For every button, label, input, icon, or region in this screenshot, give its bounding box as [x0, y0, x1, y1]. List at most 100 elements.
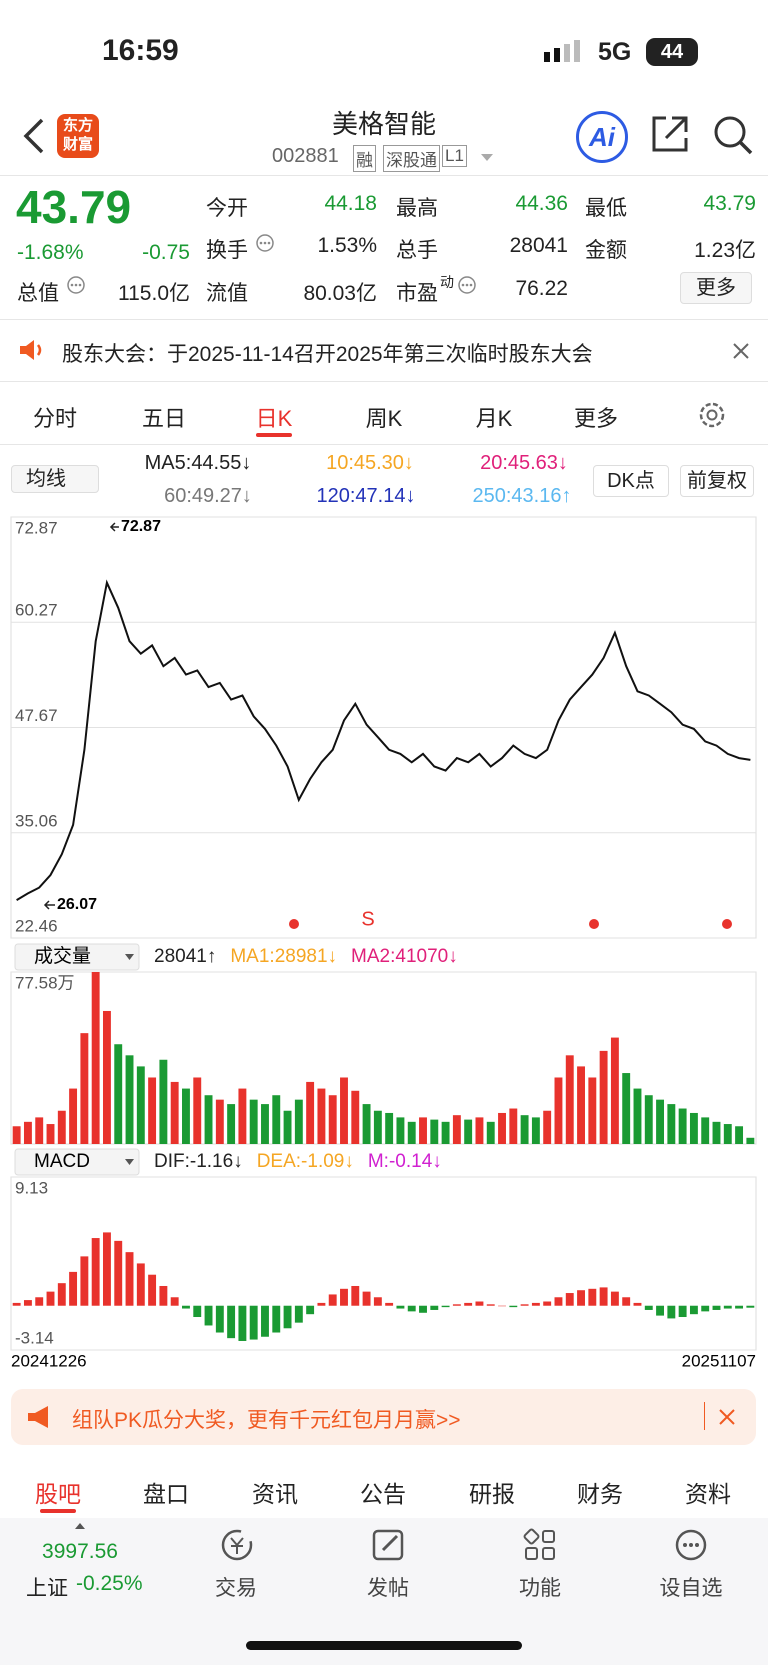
divider	[0, 175, 768, 176]
bar	[125, 1055, 134, 1144]
index-change[interactable]: -0.25%	[76, 1572, 143, 1595]
indicator-selector[interactable]	[14, 1148, 140, 1176]
dk-button[interactable]: DK点	[593, 465, 669, 497]
logo-line: 东方	[62, 117, 93, 134]
bar	[622, 1297, 631, 1306]
bar	[125, 1252, 134, 1306]
banner-text[interactable]: 组队PK瓜分大奖，更有千元红包月月赢>>	[72, 1409, 461, 1432]
bar	[373, 1110, 382, 1144]
bar	[57, 1283, 66, 1306]
bar	[656, 1305, 665, 1316]
dropdown-arrow	[481, 154, 493, 161]
bar	[644, 1305, 653, 1310]
content-tab[interactable]: 公告	[360, 1481, 406, 1507]
promo-banner[interactable]	[11, 1389, 756, 1445]
bar	[531, 1302, 540, 1306]
y-tick-label: 9.13	[15, 1178, 48, 1197]
ai-button[interactable]: Ai	[576, 111, 628, 163]
bar	[543, 1301, 552, 1306]
nav-item[interactable]: 设自选	[659, 1577, 723, 1600]
bar	[396, 1117, 405, 1144]
bar	[114, 1044, 123, 1144]
bar	[396, 1305, 405, 1309]
content-tab[interactable]: 资料	[685, 1481, 731, 1507]
bar	[520, 1304, 529, 1306]
adjust-button[interactable]: 前复权	[680, 465, 754, 497]
share-button[interactable]	[650, 114, 690, 154]
bar	[193, 1305, 202, 1318]
banner-separator	[704, 1402, 705, 1430]
bar	[23, 1300, 32, 1306]
close-button[interactable]	[732, 342, 750, 360]
content-tab[interactable]: 盘口	[143, 1481, 189, 1507]
bar	[328, 1294, 337, 1306]
content-tab[interactable]: 研报	[469, 1481, 515, 1507]
speaker-icon	[20, 340, 42, 360]
field-label: 今开	[206, 197, 248, 220]
bar	[712, 1305, 721, 1310]
period-tab[interactable]: 月K	[475, 406, 513, 431]
bar	[362, 1291, 371, 1306]
period-tab[interactable]: 周K	[365, 406, 403, 431]
content-tab[interactable]: 资讯	[252, 1481, 298, 1507]
bar	[565, 1293, 574, 1306]
bar	[317, 1302, 326, 1306]
banner-close[interactable]	[718, 1408, 736, 1426]
settings-button[interactable]	[697, 400, 727, 430]
info-icon[interactable]	[457, 275, 477, 295]
indicator-selector[interactable]: 均线	[11, 465, 99, 493]
bar	[622, 1073, 631, 1144]
indicator-selector[interactable]	[14, 943, 140, 971]
signal-dot	[722, 919, 732, 929]
bar	[644, 1095, 653, 1144]
bar	[475, 1117, 484, 1144]
indicator-name: 成交量	[34, 945, 91, 967]
y-tick-label: 47.67	[15, 706, 58, 725]
chart-frame	[10, 1176, 757, 1351]
nav-item[interactable]: 交易	[215, 1577, 257, 1600]
field-value: 76.22	[515, 277, 568, 300]
info-icon[interactable]	[66, 275, 86, 295]
bar	[238, 1305, 247, 1341]
index-value[interactable]: 3997.56	[42, 1540, 118, 1563]
more-button[interactable]: 更多	[680, 272, 752, 304]
index-name[interactable]: 上证	[26, 1577, 68, 1600]
function-icon	[523, 1528, 555, 1560]
period-tab-active[interactable]: 日K	[255, 406, 293, 431]
bar	[69, 1088, 78, 1144]
bar	[735, 1305, 744, 1309]
status-network: 5G	[598, 38, 632, 66]
period-tab[interactable]: 五日	[141, 406, 187, 431]
bar	[667, 1305, 676, 1319]
bar	[430, 1119, 439, 1144]
bar	[419, 1117, 427, 1144]
back-button[interactable]	[22, 116, 46, 156]
nav-item[interactable]: 发帖	[367, 1577, 409, 1600]
bar	[385, 1302, 394, 1306]
search-button[interactable]	[712, 114, 754, 156]
content-tab[interactable]: 财务	[577, 1481, 623, 1507]
content-tab-active[interactable]: 股吧	[35, 1481, 81, 1507]
bar	[746, 1305, 755, 1308]
bar	[599, 1050, 608, 1144]
bar	[238, 1088, 247, 1144]
bar	[701, 1305, 710, 1312]
bar	[215, 1305, 224, 1333]
bar	[306, 1081, 315, 1144]
bar	[475, 1301, 484, 1306]
y-tick-label: 60.27	[15, 601, 58, 620]
field-sup: 动	[440, 274, 454, 290]
notice-text[interactable]: 股东大会：于2025-11-14召开2025年第三次临时股东大会	[62, 343, 593, 366]
legend-item: 28041↑	[154, 946, 216, 967]
info-icon[interactable]	[255, 233, 275, 253]
bar	[712, 1121, 721, 1144]
period-tab[interactable]: 更多	[573, 406, 619, 431]
nav-item[interactable]: 功能	[519, 1577, 561, 1600]
period-tab[interactable]: 分时	[32, 406, 78, 431]
bar	[204, 1095, 213, 1144]
x-tick-label: 20241226	[11, 1351, 87, 1370]
field-label: 换手	[206, 239, 248, 262]
bar	[249, 1099, 258, 1144]
bar	[317, 1088, 326, 1144]
bar	[723, 1305, 732, 1309]
